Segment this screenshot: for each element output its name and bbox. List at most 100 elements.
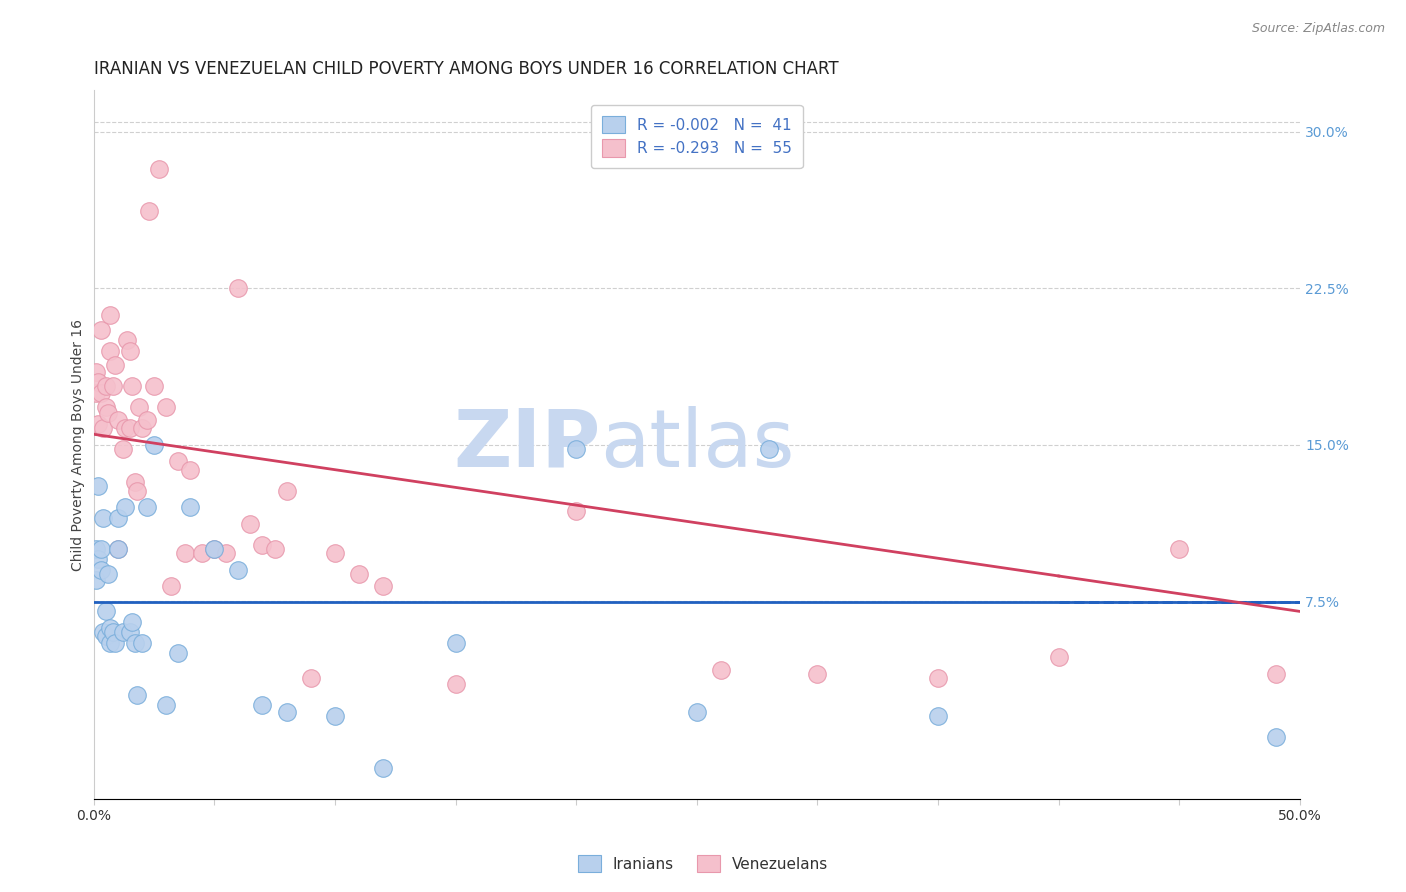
Point (97, 566, 120, 581)
Point (142, 379, 165, 393)
Point (373, 761, 395, 775)
Point (565, 442, 588, 456)
Point (107, 541, 129, 556)
Point (107, 412, 129, 426)
Point (686, 705, 709, 719)
Point (121, 379, 143, 393)
Point (155, 400, 177, 414)
Point (252, 538, 274, 552)
Point (100, 636, 122, 650)
Text: atlas: atlas (600, 406, 794, 483)
Point (228, 563, 250, 577)
Point (131, 636, 153, 650)
Text: IRANIAN VS VENEZUELAN CHILD POVERTY AMONG BOYS UNDER 16 CORRELATION CHART: IRANIAN VS VENEZUELAN CHILD POVERTY AMON… (94, 60, 838, 78)
Point (191, 546, 214, 560)
Point (104, 359, 127, 373)
Point (118, 421, 141, 435)
Point (135, 500, 157, 515)
Point (87, 479, 110, 493)
Point (91, 421, 114, 435)
Point (125, 688, 148, 702)
Point (323, 708, 346, 723)
Point (1265, 667, 1288, 681)
Point (1168, 541, 1191, 556)
Legend: Iranians, Venezuelans: Iranians, Venezuelans (569, 847, 837, 880)
Point (202, 541, 225, 556)
Point (121, 615, 143, 629)
Point (323, 546, 346, 560)
Point (167, 646, 190, 660)
Point (104, 636, 127, 650)
Point (228, 281, 250, 295)
Point (87, 417, 110, 431)
Y-axis label: Child Poverty Among Boys Under 16: Child Poverty Among Boys Under 16 (72, 318, 86, 571)
Point (90, 385, 112, 400)
Point (114, 421, 136, 435)
Point (118, 625, 141, 640)
Point (131, 421, 153, 435)
Point (94, 604, 117, 618)
Point (101, 625, 124, 640)
Point (91, 510, 114, 524)
Point (117, 334, 139, 348)
Point (444, 636, 467, 650)
Point (94, 379, 117, 393)
Point (758, 442, 780, 456)
Point (148, 162, 170, 177)
Point (1047, 650, 1070, 665)
Point (299, 671, 322, 685)
Point (347, 566, 370, 581)
Point (710, 663, 733, 677)
Point (94, 630, 117, 644)
Point (100, 621, 122, 635)
Point (927, 671, 949, 685)
Point (128, 400, 150, 414)
Point (107, 541, 129, 556)
Point (174, 546, 197, 560)
Point (94, 400, 117, 414)
Point (806, 667, 828, 681)
Point (118, 343, 141, 358)
Point (101, 379, 124, 393)
Point (252, 698, 274, 713)
Point (124, 475, 146, 490)
Point (215, 546, 238, 560)
Point (276, 483, 298, 498)
Point (84, 365, 107, 379)
Point (1265, 730, 1288, 744)
Point (565, 504, 588, 518)
Point (202, 541, 225, 556)
Point (114, 500, 136, 515)
Text: ZIP: ZIP (453, 406, 600, 483)
Point (90, 563, 112, 577)
Point (111, 625, 134, 640)
Point (100, 309, 122, 323)
Point (276, 705, 298, 719)
Point (111, 442, 134, 456)
Point (179, 500, 201, 515)
Point (138, 204, 160, 219)
Point (155, 698, 177, 713)
Point (263, 541, 285, 556)
Point (97, 406, 120, 420)
Point (159, 579, 181, 593)
Point (135, 412, 157, 426)
Point (87, 552, 110, 566)
Point (179, 463, 201, 477)
Point (142, 438, 165, 452)
Point (84, 541, 107, 556)
Point (107, 510, 129, 524)
Point (100, 343, 122, 358)
Point (444, 677, 467, 691)
Point (87, 375, 110, 389)
Point (373, 579, 395, 593)
Point (90, 323, 112, 337)
Point (84, 573, 107, 587)
Point (125, 483, 148, 498)
Point (239, 516, 262, 531)
Point (124, 636, 146, 650)
Point (927, 708, 949, 723)
Point (91, 625, 114, 640)
Point (90, 541, 112, 556)
Point (84, 385, 107, 400)
